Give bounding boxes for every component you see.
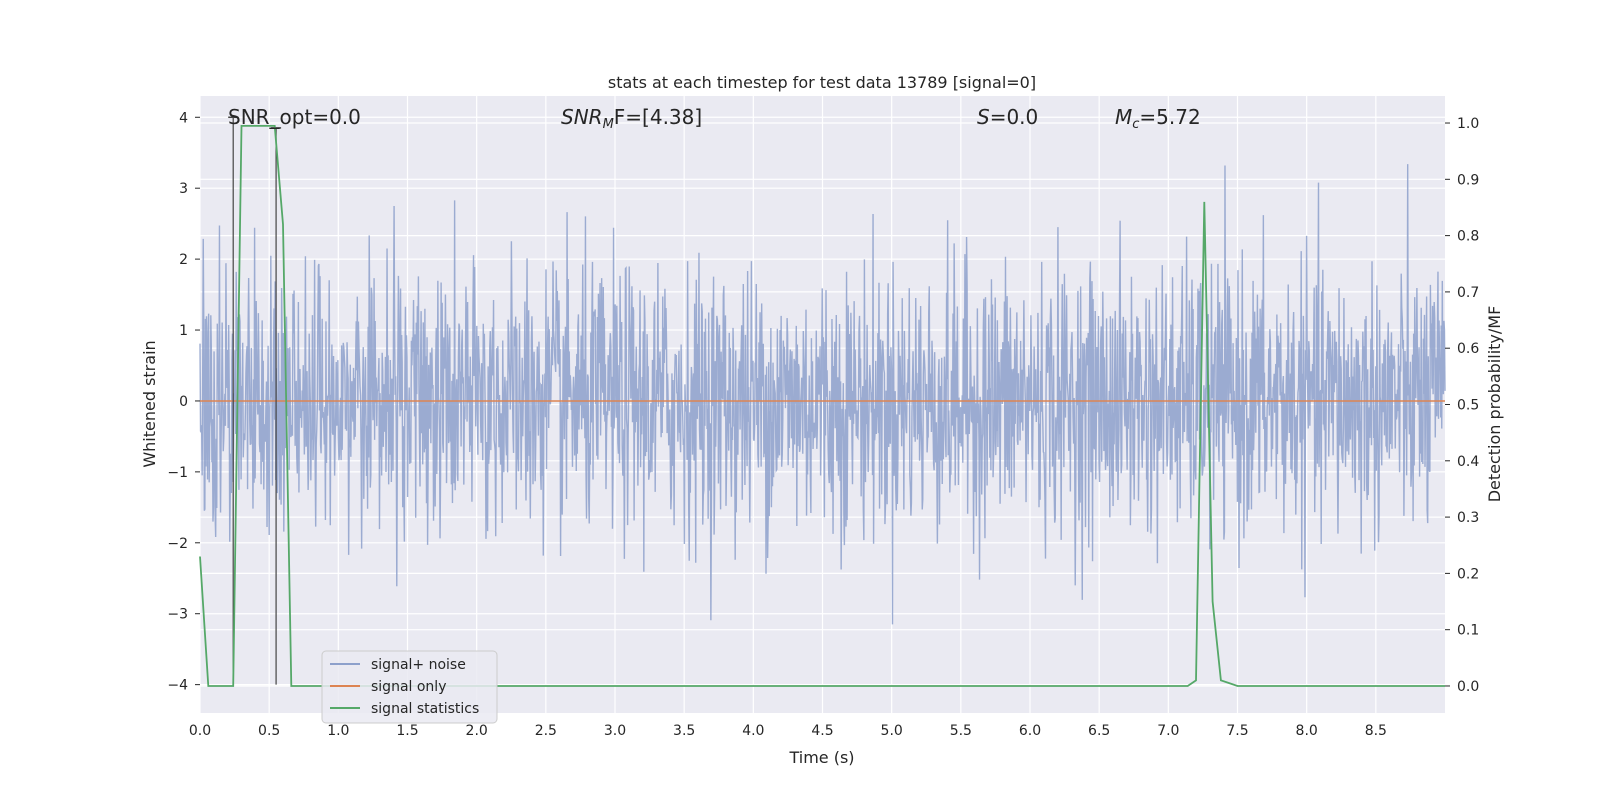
x-tick-17: 8.5 xyxy=(1365,723,1387,739)
x-tick-3: 1.5 xyxy=(396,723,418,739)
y-tick-2: −2 xyxy=(167,536,188,552)
y-tick-7: 3 xyxy=(179,181,188,197)
series-signal-statistics xyxy=(199,124,1445,687)
x-tick-9: 4.5 xyxy=(811,723,833,739)
y-right-tick-6: 0.6 xyxy=(1457,341,1479,357)
x-axis-label: Time (s) xyxy=(788,748,854,767)
y-tick-0: −4 xyxy=(167,678,188,694)
x-tick-7: 3.5 xyxy=(673,723,695,739)
y-right-tick-4: 0.4 xyxy=(1457,454,1479,470)
y-tick-8: 4 xyxy=(179,110,188,126)
y-axis-label: Whitened strain xyxy=(140,340,159,467)
y-ticks: −4 −3 −2 −1 0 1 2 3 4 xyxy=(167,110,200,694)
x-tick-2: 1.0 xyxy=(327,723,349,739)
s-annotation: S=0.0 xyxy=(977,105,1038,129)
x-tick-16: 8.0 xyxy=(1296,723,1318,739)
x-tick-8: 4.0 xyxy=(742,723,764,739)
y-ticks-right: 0.0 0.1 0.2 0.3 0.4 0.5 0.6 0.7 0.8 0.9 1.0 xyxy=(1445,116,1479,695)
x-tick-10: 5.0 xyxy=(881,723,903,739)
x-tick-1: 0.5 xyxy=(258,723,280,739)
snr-opt-annotation: SNR_opt=0.0 xyxy=(228,105,361,129)
signal-noise-series xyxy=(199,164,1446,625)
legend-label-signal-statistics: signal statistics xyxy=(371,701,479,717)
legend: signal+ noise signal only signal statist… xyxy=(321,650,498,724)
x-tick-4: 2.0 xyxy=(466,723,488,739)
y-tick-6: 2 xyxy=(179,252,188,268)
y-right-tick-3: 0.3 xyxy=(1457,510,1479,526)
y-tick-4: 0 xyxy=(179,394,188,410)
y-right-tick-5: 0.5 xyxy=(1457,398,1479,414)
legend-label-signal-only: signal only xyxy=(371,679,446,695)
chart-title: stats at each timestep for test data 137… xyxy=(608,73,1036,92)
x-tick-6: 3.0 xyxy=(604,723,626,739)
y-right-tick-8: 0.8 xyxy=(1457,229,1479,245)
y-right-tick-1: 0.1 xyxy=(1457,623,1479,639)
snr-mf-annotation: SNRMF=[4.38] xyxy=(561,105,702,132)
lines xyxy=(199,116,1445,687)
y-right-tick-9: 0.9 xyxy=(1457,172,1479,188)
x-tick-5: 2.5 xyxy=(535,723,557,739)
x-ticks: 0.0 0.5 1.0 1.5 2.0 2.5 3.0 3.5 4.0 4.5 5.0 5.5 6.0 6… xyxy=(189,723,1387,739)
y-right-tick-10: 1.0 xyxy=(1457,116,1479,132)
y-tick-1: −3 xyxy=(167,607,188,623)
y-tick-5: 1 xyxy=(179,323,188,339)
x-tick-14: 7.0 xyxy=(1157,723,1179,739)
series-signal-noise xyxy=(199,164,1446,625)
mc-annotation: Mc=5.72 xyxy=(1115,105,1201,132)
x-tick-15: 7.5 xyxy=(1226,723,1248,739)
x-tick-13: 6.5 xyxy=(1088,723,1110,739)
x-tick-0: 0.0 xyxy=(189,723,211,739)
y-tick-3: −1 xyxy=(167,465,188,481)
x-tick-12: 6.0 xyxy=(1019,723,1041,739)
legend-box xyxy=(321,650,498,724)
y-right-tick-7: 0.7 xyxy=(1457,285,1479,301)
x-tick-11: 5.5 xyxy=(950,723,972,739)
y-right-tick-2: 0.2 xyxy=(1457,566,1479,582)
legend-label-signal-noise: signal+ noise xyxy=(371,657,466,673)
y-axis-label-right: Detection probability/MF xyxy=(1485,306,1504,503)
y-right-tick-0: 0.0 xyxy=(1457,679,1479,695)
